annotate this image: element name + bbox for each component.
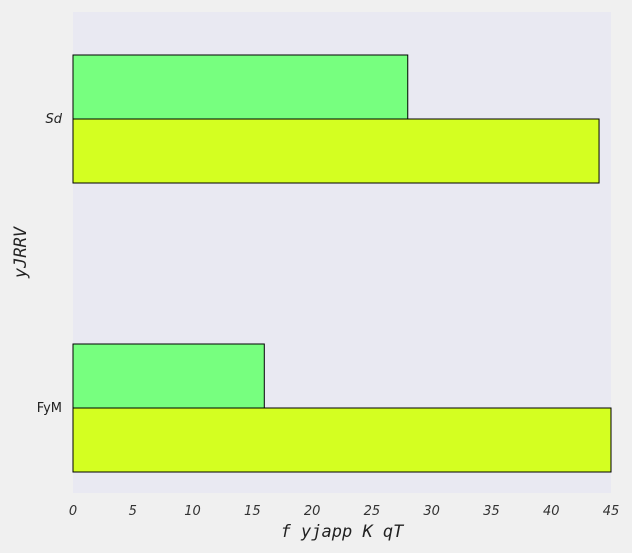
bar-sd-series-1	[72, 54, 409, 120]
x-tick-label-30: 30	[423, 504, 440, 519]
x-tick-label-20: 20	[304, 504, 321, 519]
x-tick-labels: 0 5 10 15 20 25 30 35 40 45	[69, 504, 619, 519]
x-tick-label-5: 5	[129, 504, 137, 519]
y-axis-title: yJRRV	[11, 226, 31, 279]
category-label-fym: FyM	[37, 401, 62, 416]
x-tick-label-40: 40	[543, 504, 560, 519]
x-tick-label-35: 35	[483, 504, 500, 519]
bar-fym-series-2	[72, 407, 612, 473]
x-tick-label-45: 45	[603, 504, 620, 519]
y-category-labels: Sd FyM	[37, 112, 63, 416]
bar-fym-series-1	[72, 343, 265, 409]
category-label-sd: Sd	[45, 112, 62, 127]
x-axis-title: f yjapp K qT	[281, 522, 406, 542]
bars-group	[72, 54, 612, 473]
bar-sd-series-2	[72, 118, 600, 184]
x-tick-label-25: 25	[364, 504, 381, 519]
x-tick-label-10: 10	[184, 504, 201, 519]
x-tick-label-15: 15	[244, 504, 261, 519]
x-tick-label-0: 0	[69, 504, 77, 519]
